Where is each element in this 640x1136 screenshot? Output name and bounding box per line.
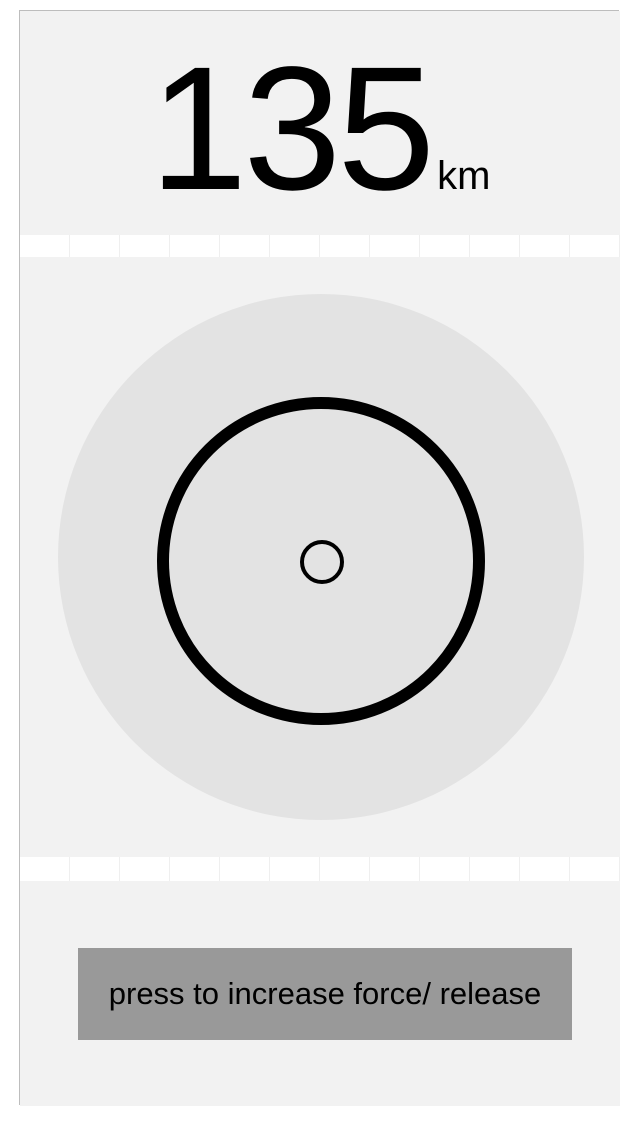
distance-header: 135 km	[20, 11, 620, 235]
controls-footer: press to increase force/ release	[20, 881, 620, 1106]
force-button[interactable]: press to increase force/ release	[78, 948, 572, 1040]
app-screen: 135 km press to increase force/ release	[19, 10, 620, 1106]
distance-readout: 135 km	[20, 41, 620, 217]
distance-unit: km	[437, 154, 491, 198]
dial-area	[20, 257, 620, 857]
separator-strip-top	[20, 235, 620, 257]
separator-strip-bottom	[20, 857, 620, 881]
center-dot[interactable]	[300, 540, 344, 584]
distance-value: 135	[149, 31, 436, 227]
